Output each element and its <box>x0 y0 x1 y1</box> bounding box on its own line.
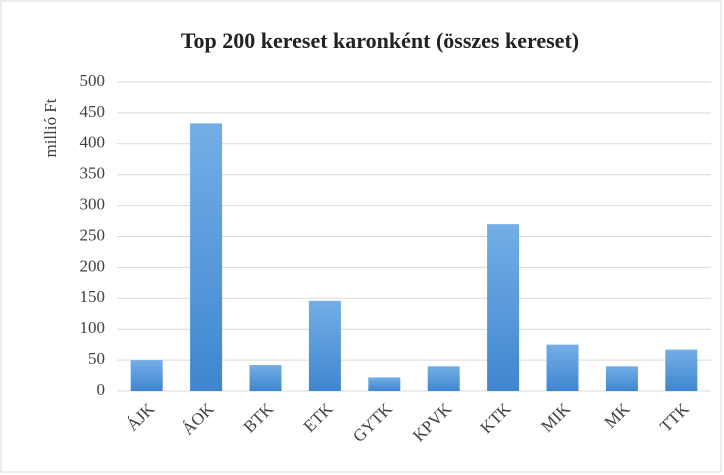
y-tick-label: 250 <box>80 225 106 244</box>
chart-title: Top 200 kereset karonként (összes kerese… <box>181 28 579 53</box>
y-tick-label: 0 <box>97 380 106 399</box>
y-tick-label: 200 <box>80 256 106 275</box>
bar <box>130 360 163 391</box>
bar <box>368 377 401 391</box>
y-axis-label: millió Ft <box>41 98 60 157</box>
y-tick-label: 150 <box>80 287 106 306</box>
bar <box>546 344 579 391</box>
y-tick-label: 100 <box>80 318 106 337</box>
y-tick-label: 450 <box>80 102 106 121</box>
bar <box>308 300 341 391</box>
y-tick-label: 500 <box>80 71 106 90</box>
y-tick-label: 400 <box>80 133 106 152</box>
y-tick-label: 300 <box>80 195 106 214</box>
bar <box>190 123 223 391</box>
bar <box>249 365 282 391</box>
y-tick-label: 50 <box>88 349 105 368</box>
y-tick-label: 350 <box>80 164 106 183</box>
bar <box>487 224 520 391</box>
bar <box>427 366 460 391</box>
bar <box>665 349 698 391</box>
bar <box>605 366 638 391</box>
